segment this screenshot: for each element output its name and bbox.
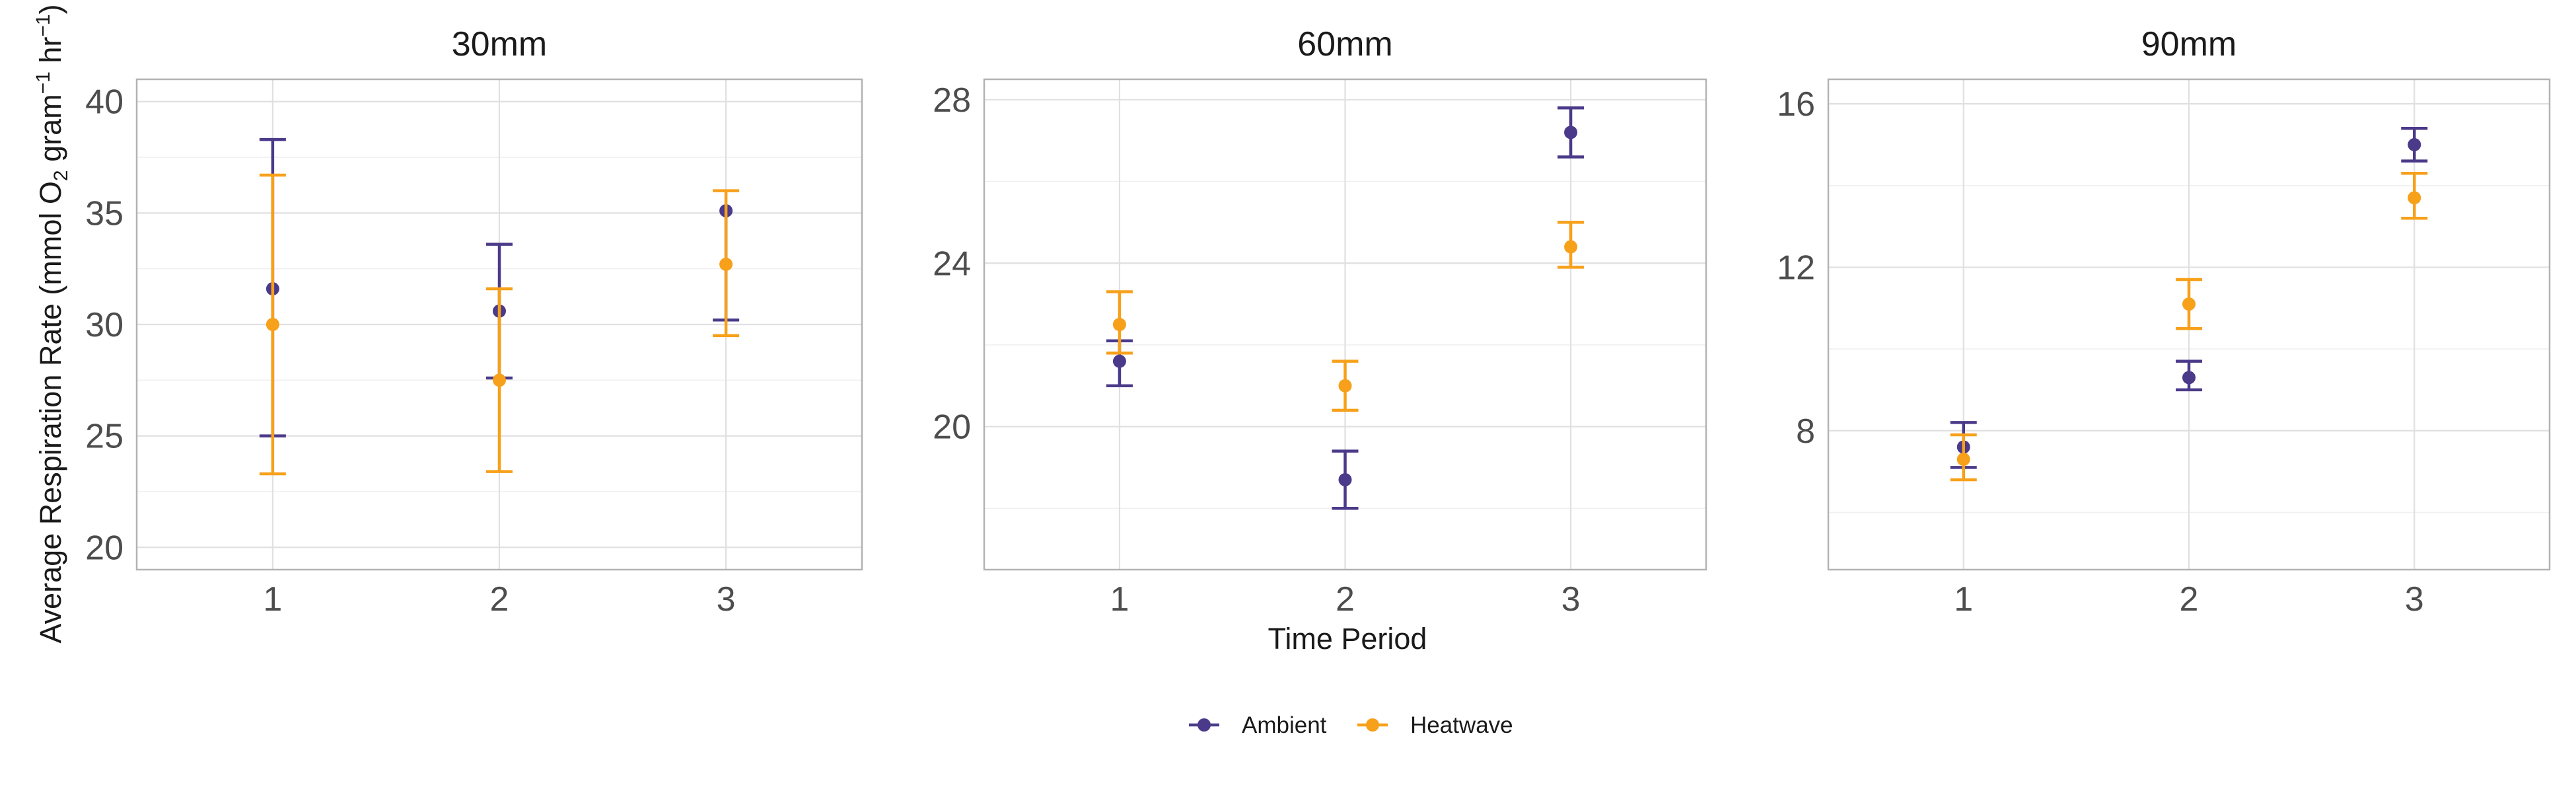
data-point <box>1564 240 1578 254</box>
x-tick-label: 2 <box>2180 580 2199 619</box>
data-point <box>266 318 279 331</box>
panel-border <box>983 78 1707 571</box>
facet-title: 30mm <box>452 25 547 63</box>
data-point <box>2182 371 2196 385</box>
facet-title: 90mm <box>2141 25 2236 63</box>
facet-panel-30mm: 20 25 30 35 40 1 2 3 30mm <box>85 25 863 619</box>
legend-label: Heatwave <box>1410 712 1513 738</box>
panel-border <box>135 78 863 571</box>
y-axis-title-part3: hr <box>34 37 67 72</box>
data-point <box>1112 354 1126 368</box>
y-tick-label: 40 <box>85 83 124 122</box>
legend-key-point <box>1366 718 1379 732</box>
y-axis-title: Average Respiration Rate (mmol O2 gram−1… <box>32 4 72 643</box>
panel-border <box>1827 78 2551 571</box>
series-heatwave <box>1106 221 1585 412</box>
x-tick-label: 1 <box>1110 580 1129 619</box>
data-point <box>1338 472 1352 486</box>
y-axis-title-part4: ) <box>34 4 67 14</box>
legend: Ambient Heatwave <box>1189 712 1513 738</box>
data-point <box>2408 191 2421 205</box>
y-tick-label: 25 <box>85 418 124 456</box>
x-tick-label: 3 <box>1561 580 1581 619</box>
legend-key-point <box>1198 718 1211 732</box>
y-tick-label: 12 <box>1777 248 1815 287</box>
data-point <box>493 373 506 387</box>
legend-item-heatwave: Heatwave <box>1357 712 1513 738</box>
y-axis-title-sub: 2 <box>50 170 72 181</box>
y-tick-label: 8 <box>1796 412 1815 451</box>
x-tick-label: 2 <box>1336 580 1355 619</box>
y-tick-label: 24 <box>933 245 971 283</box>
x-axis-title: Time Period <box>1268 622 1427 656</box>
data-point <box>1956 453 1970 467</box>
x-tick-label: 1 <box>263 580 282 619</box>
y-axis-title-sup1: −1 <box>32 71 54 94</box>
data-point <box>1338 379 1352 393</box>
y-tick-label: 16 <box>1777 85 1815 124</box>
facet-title: 60mm <box>1297 25 1392 63</box>
series-ambient <box>1106 106 1585 510</box>
legend-label: Ambient <box>1242 712 1327 738</box>
y-axis-title-sup2: −1 <box>32 14 54 36</box>
data-point <box>2408 137 2421 151</box>
y-tick-label: 20 <box>933 408 971 447</box>
y-tick-label: 30 <box>85 306 124 344</box>
data-point <box>2182 297 2196 311</box>
series-heatwave <box>259 173 740 476</box>
y-axis-title-part2: gram <box>34 94 67 170</box>
series-heatwave <box>1950 171 2428 482</box>
y-axis-title-part1: Average Respiration Rate (mmol O <box>34 181 67 643</box>
x-tick-label: 1 <box>1954 580 1973 619</box>
x-tick-label: 3 <box>2405 580 2424 619</box>
data-point <box>1112 318 1126 331</box>
y-tick-label: 20 <box>85 529 124 567</box>
data-point <box>1564 126 1578 139</box>
data-point <box>719 257 733 271</box>
y-tick-label: 35 <box>85 194 124 233</box>
x-tick-label: 3 <box>717 580 736 619</box>
y-tick-label: 28 <box>933 81 971 120</box>
x-tick-label: 2 <box>490 580 509 619</box>
facet-panel-60mm: 20 24 28 1 2 3 60mm <box>933 25 1707 619</box>
legend-item-ambient: Ambient <box>1189 712 1327 738</box>
